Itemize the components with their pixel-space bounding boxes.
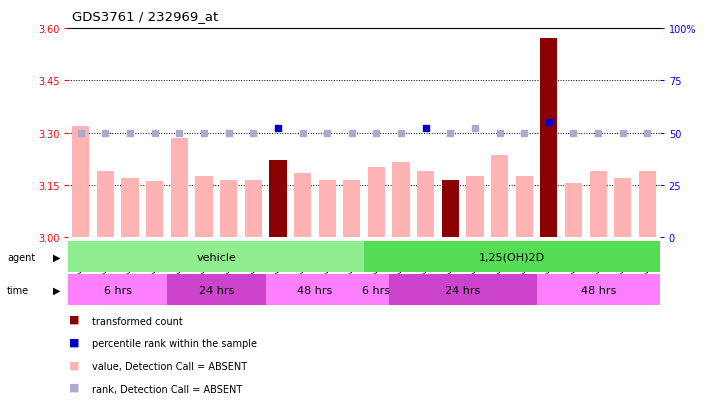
Bar [364, 275, 389, 306]
Bar [466, 177, 484, 237]
Bar [220, 180, 237, 237]
Bar [565, 184, 582, 237]
Text: ■: ■ [68, 337, 79, 347]
Bar [68, 242, 364, 273]
Bar [72, 126, 89, 237]
Bar [343, 180, 360, 237]
Bar [442, 180, 459, 237]
Text: ▶: ▶ [53, 252, 60, 262]
Bar [294, 173, 311, 237]
Bar [319, 180, 336, 237]
Bar [171, 138, 188, 237]
Text: GDS3761 / 232969_at: GDS3761 / 232969_at [72, 10, 218, 23]
Text: ■: ■ [68, 359, 79, 369]
Text: 24 hrs: 24 hrs [199, 285, 234, 295]
Text: vehicle: vehicle [196, 252, 236, 262]
Text: 6 hrs: 6 hrs [104, 285, 132, 295]
Bar [368, 168, 385, 237]
Bar [491, 156, 508, 237]
Text: 6 hrs: 6 hrs [363, 285, 391, 295]
Text: rank, Detection Call = ABSENT: rank, Detection Call = ABSENT [92, 384, 242, 394]
Text: percentile rank within the sample: percentile rank within the sample [92, 339, 257, 349]
Bar [244, 180, 262, 237]
Bar [364, 242, 660, 273]
Bar [516, 177, 533, 237]
Bar [392, 163, 410, 237]
Bar [195, 177, 213, 237]
Bar [590, 171, 607, 237]
Text: transformed count: transformed count [92, 316, 182, 326]
Text: time: time [7, 285, 30, 295]
Text: 48 hrs: 48 hrs [297, 285, 332, 295]
Bar [269, 161, 286, 237]
Bar [536, 275, 660, 306]
Text: 24 hrs: 24 hrs [445, 285, 480, 295]
Bar [167, 275, 265, 306]
Text: value, Detection Call = ABSENT: value, Detection Call = ABSENT [92, 361, 247, 371]
Text: 1,25(OH)2D: 1,25(OH)2D [479, 252, 545, 262]
Bar [639, 171, 656, 237]
Bar [146, 182, 164, 237]
Text: agent: agent [7, 252, 35, 262]
Text: ▶: ▶ [53, 285, 60, 295]
Bar [68, 275, 167, 306]
Bar [389, 275, 536, 306]
Bar [121, 178, 138, 237]
Text: ■: ■ [68, 382, 79, 392]
Bar [540, 39, 557, 237]
Bar [97, 171, 114, 237]
Bar [417, 171, 434, 237]
Bar [265, 275, 364, 306]
Bar [614, 178, 632, 237]
Text: 48 hrs: 48 hrs [580, 285, 616, 295]
Text: ■: ■ [68, 314, 79, 324]
